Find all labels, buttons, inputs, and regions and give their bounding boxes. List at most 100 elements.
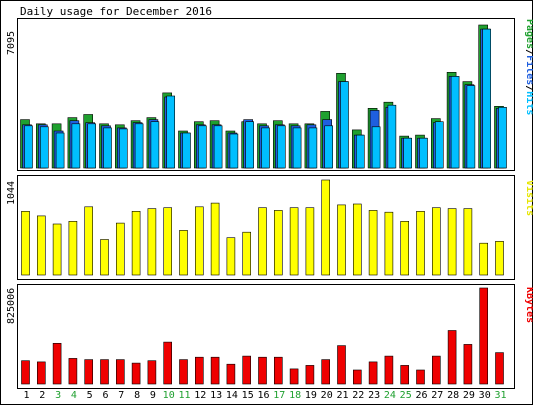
visits-bar [273,210,283,276]
visits-bar [416,211,425,276]
day-label: 30 [479,390,491,401]
day-label: 10 [163,390,175,401]
visits-bar [21,211,30,276]
day-label: 21 [336,390,348,401]
hits-bar [261,127,270,169]
visits-bar [116,222,125,276]
hits-bar [39,126,49,169]
hits-bar [482,28,492,169]
hits-bar [308,127,318,169]
hits-bar [150,121,160,169]
visits-bar [242,231,251,276]
visits-bar [495,241,504,276]
visits-bar [384,211,394,276]
kbytes-bar [400,365,410,385]
day-label: 3 [55,390,61,401]
day-label: 6 [102,390,108,401]
kbytes-bar [147,360,157,385]
kbytes-bar [416,369,425,385]
kbytes-ymax-label: 825006 [6,288,17,324]
hits-bar [434,121,444,169]
kbytes-bar [179,359,188,385]
hits-bar [245,121,254,169]
day-label: 14 [226,390,238,401]
legend-slash-1: / [524,49,533,55]
kbytes-bar [258,356,267,385]
kbytes-bar [116,359,125,385]
kbytes-bar [431,355,441,385]
chart-marks [20,24,507,385]
visits-bar [100,239,109,276]
kbytes-bar [195,356,204,385]
hits-bar [276,125,286,169]
kbytes-bar [368,361,378,385]
visits-panel-legend: Visits [524,180,533,216]
day-label: 20 [321,390,333,401]
kbytes-bar [131,362,141,385]
hits-bar [292,127,302,169]
visits-bar [84,206,93,276]
day-label: 17 [273,390,285,401]
kbytes-bar [273,356,283,385]
kbytes-bar [163,341,172,385]
kbytes-bar [84,359,93,385]
visits-bar [289,207,299,276]
kbytes-bar [52,342,62,385]
visits-bar [447,208,457,276]
kbytes-bar [447,330,457,385]
day-label: 2 [39,390,45,401]
kbytes-bar [226,363,236,385]
hits-bar [419,137,428,169]
legend-pages: Pages [524,19,533,49]
hits-bar [355,134,365,169]
kbytes-bar [242,355,251,385]
visits-bar [195,206,204,276]
day-label: 1 [23,390,29,401]
visits-bar [258,207,267,276]
kbytes-panel-legend: KBytes [524,287,533,323]
kbytes-bar [495,352,504,385]
day-label: 18 [289,390,301,401]
day-label: 4 [71,390,77,401]
hits-bar [371,126,381,169]
hits-bar [55,132,65,169]
visits-bar [305,207,315,276]
visits-ymax-label: 1044 [6,181,17,205]
day-label: 8 [134,390,140,401]
visits-bar [131,211,141,276]
hits-bar [324,125,334,169]
visits-bar [352,203,362,276]
kbytes-bar [68,358,78,385]
hits-panel-legend: Pages/Files/Hits [524,19,533,115]
hits-bar [166,95,175,169]
visits-bar [68,221,78,276]
legend-hits: Hits [524,91,533,115]
kbytes-bar [21,360,30,385]
hits-bar [403,137,413,169]
day-label: 26 [415,390,427,401]
day-label: 31 [494,390,506,401]
x-axis-labels: 1 2 3 4 5 6 7 8 9 10 11 12 13 14 15 16 17 18 19 20 21 22 23 24 2… [23,390,506,401]
hits-bar [466,85,476,169]
hits-ymax-label: 7095 [6,31,17,55]
day-label: 7 [118,390,124,401]
day-label: 24 [384,390,396,401]
kbytes-bar [305,365,315,385]
kbytes-bar [463,344,473,385]
day-label: 11 [178,390,190,401]
day-label: 15 [242,390,254,401]
hits-bar [340,81,349,169]
day-label: 29 [463,390,475,401]
visits-bar [36,215,46,276]
hits-bar [182,132,191,169]
kbytes-bar [384,355,394,385]
visits-bar [226,237,236,276]
day-label: 19 [305,390,317,401]
day-label: 25 [400,390,412,401]
visits-bar [179,230,188,276]
visits-bar [463,208,473,276]
kbytes-bar [352,369,362,385]
day-label: 27 [431,390,443,401]
day-label: 28 [447,390,459,401]
